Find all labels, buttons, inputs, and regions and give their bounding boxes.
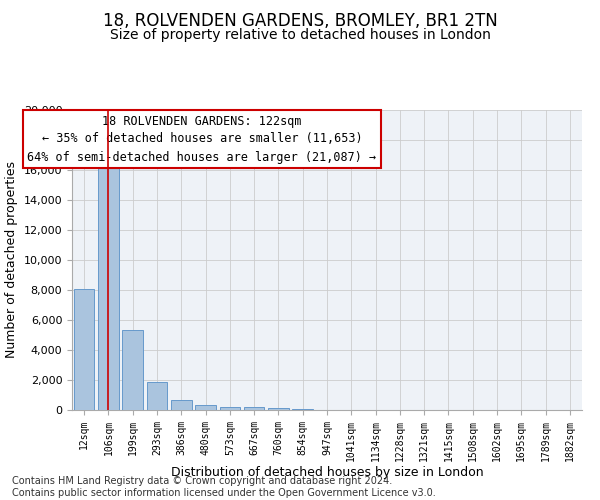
- Bar: [220, 406, 240, 410]
- Y-axis label: Number of detached properties: Number of detached properties: [5, 162, 18, 358]
- Text: Size of property relative to detached houses in London: Size of property relative to detached ho…: [110, 28, 490, 42]
- X-axis label: Distribution of detached houses by size in London: Distribution of detached houses by size …: [170, 466, 484, 479]
- Bar: [122, 330, 143, 410]
- Text: 18 ROLVENDEN GARDENS: 122sqm
← 35% of detached houses are smaller (11,653)
64% o: 18 ROLVENDEN GARDENS: 122sqm ← 35% of de…: [28, 114, 377, 164]
- Bar: [74, 289, 94, 410]
- Bar: [195, 405, 216, 410]
- Text: 18, ROLVENDEN GARDENS, BROMLEY, BR1 2TN: 18, ROLVENDEN GARDENS, BROMLEY, BR1 2TN: [103, 12, 497, 30]
- Bar: [171, 400, 191, 410]
- Bar: [244, 408, 265, 410]
- Bar: [292, 408, 313, 410]
- Text: Contains HM Land Registry data © Crown copyright and database right 2024.
Contai: Contains HM Land Registry data © Crown c…: [12, 476, 436, 498]
- Bar: [98, 161, 119, 410]
- Bar: [268, 408, 289, 410]
- Bar: [146, 382, 167, 410]
